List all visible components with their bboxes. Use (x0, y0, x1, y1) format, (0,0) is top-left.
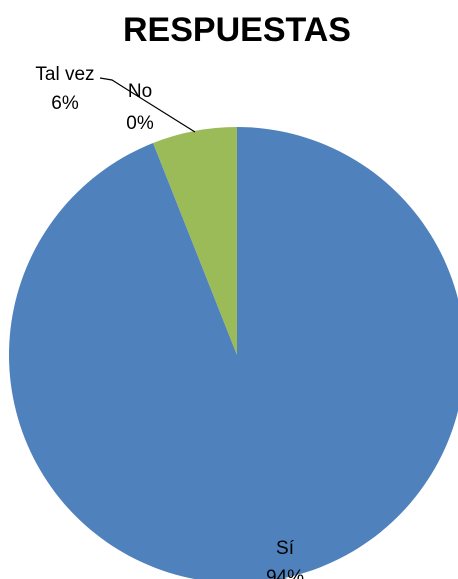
slice-value-label: 94% (266, 567, 304, 579)
chart-title: RESPUESTAS (123, 11, 351, 49)
labels: Sí 94% No 0% Tal vez 6% (35, 64, 304, 579)
pie-slice (9, 127, 458, 579)
slice-label: Tal vez (35, 64, 94, 85)
slice-value-label: 6% (51, 93, 79, 114)
slice-label: Sí (276, 538, 295, 559)
slice-value-label: 0% (126, 113, 154, 134)
pie-slice (153, 127, 237, 355)
slice-label: No (128, 81, 152, 102)
leader-line (99, 77, 196, 133)
pie (9, 127, 458, 579)
